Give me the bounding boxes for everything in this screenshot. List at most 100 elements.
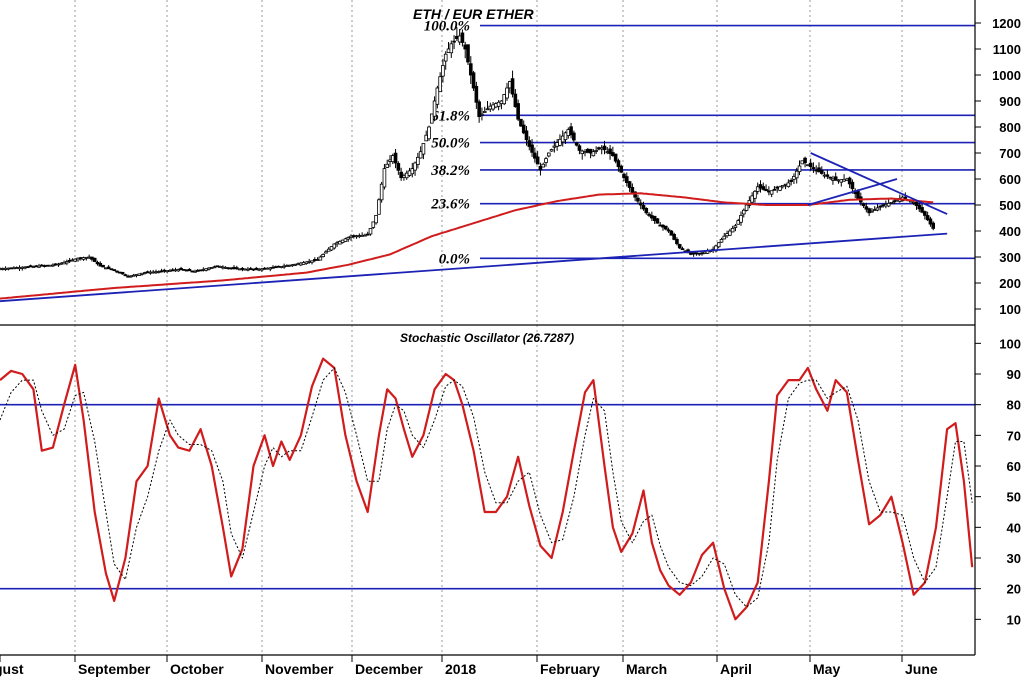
candle-body — [131, 274, 136, 277]
candle-body — [555, 142, 559, 147]
fib-level-label: 100.0% — [424, 19, 470, 35]
candle-body — [811, 167, 816, 170]
candle-body — [627, 181, 632, 188]
price-tick-label: 100 — [999, 302, 1021, 317]
candle-body — [187, 268, 192, 272]
candle-body — [519, 118, 523, 127]
candle-body — [117, 271, 122, 274]
candle-body — [332, 243, 337, 249]
candle-body — [137, 273, 142, 276]
candle-body — [594, 149, 598, 152]
candle-body — [923, 211, 927, 216]
vertical-gridlines — [74, 0, 903, 655]
candle-body — [819, 170, 824, 174]
candle-body — [622, 173, 626, 179]
candle-body — [26, 266, 30, 269]
candle-body — [42, 265, 47, 267]
candle-body — [769, 190, 774, 195]
candle-body — [349, 235, 353, 239]
candle-body — [636, 197, 640, 202]
candle-body — [3, 267, 8, 270]
month-label: gust — [0, 661, 24, 677]
candle-body — [421, 143, 426, 155]
candle-body — [134, 274, 139, 276]
candle-body — [510, 78, 515, 95]
candle-body — [438, 76, 442, 93]
candle-body — [616, 160, 621, 168]
candle-body — [329, 246, 334, 251]
candle-body — [48, 264, 52, 267]
candle-body — [165, 270, 169, 273]
candle-body — [833, 176, 838, 181]
candle-body — [232, 266, 236, 270]
month-label: September — [78, 661, 151, 677]
candle-body — [39, 264, 44, 267]
candle-body — [527, 140, 532, 147]
trendline — [807, 178, 898, 206]
candle-body — [416, 156, 420, 165]
candle-body — [889, 201, 894, 204]
candle-body — [881, 204, 885, 207]
candle-body — [193, 270, 197, 273]
candle-body — [207, 267, 211, 270]
candle-body — [494, 103, 498, 108]
candle-body — [574, 142, 579, 146]
candle-body — [803, 157, 807, 164]
candle-body — [143, 272, 147, 275]
candle-body — [78, 257, 83, 260]
price-chart-title: ETH / EUR ETHER — [413, 6, 534, 22]
candle-body — [218, 266, 222, 268]
candle-body — [31, 266, 36, 268]
moving-average-line — [0, 192, 934, 300]
candle-body — [613, 153, 618, 162]
candle-body — [931, 222, 936, 229]
candle-body — [443, 53, 448, 62]
trendline — [0, 232, 948, 303]
candle-body — [546, 152, 551, 157]
candle-body — [689, 252, 693, 255]
candle-body — [98, 263, 103, 267]
candle-body — [388, 159, 392, 162]
month-label: December — [355, 661, 423, 677]
candle-body — [95, 262, 100, 265]
candle-body — [861, 203, 866, 207]
candle-body — [402, 175, 406, 178]
candle-body — [638, 202, 643, 206]
candle-body — [140, 272, 144, 275]
candle-body — [778, 186, 782, 191]
candle-body — [867, 208, 871, 214]
candle-body — [463, 44, 468, 50]
candle-body — [156, 271, 161, 273]
candle-body — [104, 267, 108, 270]
candle-body — [209, 266, 214, 269]
candle-body — [92, 257, 97, 262]
candle-body — [56, 263, 61, 266]
candle-body — [455, 35, 459, 39]
candle-body — [452, 40, 456, 43]
candle-body — [560, 135, 565, 143]
candle-body — [716, 242, 721, 248]
candle-body — [154, 271, 158, 274]
candle-body — [817, 167, 821, 173]
candle-body — [928, 218, 933, 225]
candle-body — [315, 259, 320, 262]
candle-body — [340, 239, 345, 243]
candle-body — [624, 176, 629, 183]
candle-body — [633, 191, 637, 198]
candle-body — [285, 265, 289, 267]
candle-body — [254, 267, 259, 270]
candle-body — [513, 93, 518, 108]
candle-body — [182, 268, 186, 271]
candle-body — [28, 265, 33, 268]
candle-body — [663, 225, 668, 230]
candle-body — [608, 148, 612, 155]
candle-body — [761, 186, 766, 190]
candle-body — [655, 218, 660, 224]
candle-body — [925, 215, 930, 221]
candle-body — [650, 215, 654, 219]
osc-tick-label: 100 — [999, 336, 1021, 351]
candle-body — [669, 230, 674, 236]
month-label: February — [540, 661, 600, 677]
candle-body — [780, 185, 785, 188]
